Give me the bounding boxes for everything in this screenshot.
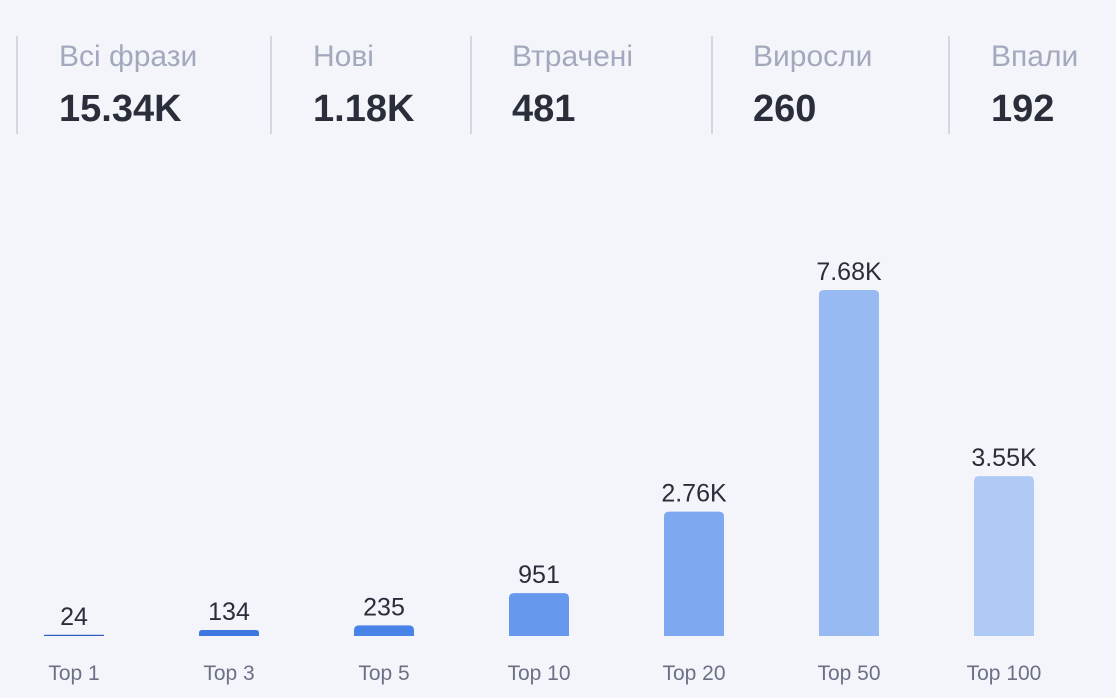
stat-new[interactable]: Нові 1.18K — [270, 36, 470, 134]
stat-value: 192 — [991, 88, 1055, 130]
stat-value: 1.18K — [313, 88, 415, 130]
x-tick-label: Top 3 — [203, 662, 254, 685]
bar-top-20[interactable] — [664, 511, 724, 636]
bar-top-10[interactable] — [509, 593, 569, 636]
stat-lost[interactable]: Втрачені 481 — [470, 36, 711, 134]
x-tick-label: Top 20 — [662, 662, 725, 685]
stat-label: Нові — [313, 40, 374, 73]
bar-value-label: 2.76K — [661, 480, 727, 508]
bar-value-label: 7.68K — [816, 258, 882, 286]
bar-value-label: 134 — [208, 598, 250, 626]
stat-grown[interactable]: Виросли 260 — [711, 36, 948, 134]
x-tick-label: Top 50 — [817, 662, 880, 685]
stat-value: 260 — [753, 88, 817, 130]
x-tick-label: Top 5 — [358, 662, 409, 685]
stat-value: 15.34K — [59, 88, 182, 130]
stat-value: 481 — [512, 88, 576, 130]
x-tick-label: Top 100 — [967, 662, 1042, 685]
bar-top-100[interactable] — [974, 476, 1034, 636]
stat-label: Втрачені — [512, 40, 634, 73]
bar-value-label: 3.55K — [971, 444, 1037, 472]
x-tick-label: Top 1 — [48, 662, 99, 685]
bar-value-label: 24 — [60, 603, 88, 631]
bar-top-3[interactable] — [199, 629, 259, 636]
bar-top-50[interactable] — [819, 290, 879, 636]
summary-stats: Всі фрази 15.34K Нові 1.18K Втрачені 481… — [0, 36, 1116, 134]
bar-top-5[interactable] — [354, 625, 414, 636]
stat-label: Виросли — [753, 40, 873, 73]
stat-dropped[interactable]: Впали 192 — [948, 36, 1116, 134]
stat-all-phrases[interactable]: Всі фрази 15.34K — [16, 36, 270, 134]
x-tick-label: Top 10 — [507, 662, 570, 685]
stat-label: Впали — [991, 40, 1079, 73]
stat-label: Всі фрази — [59, 40, 198, 73]
bar-value-label: 951 — [518, 561, 560, 589]
bar-value-label: 235 — [363, 593, 405, 621]
bar-top-1[interactable] — [44, 634, 104, 636]
